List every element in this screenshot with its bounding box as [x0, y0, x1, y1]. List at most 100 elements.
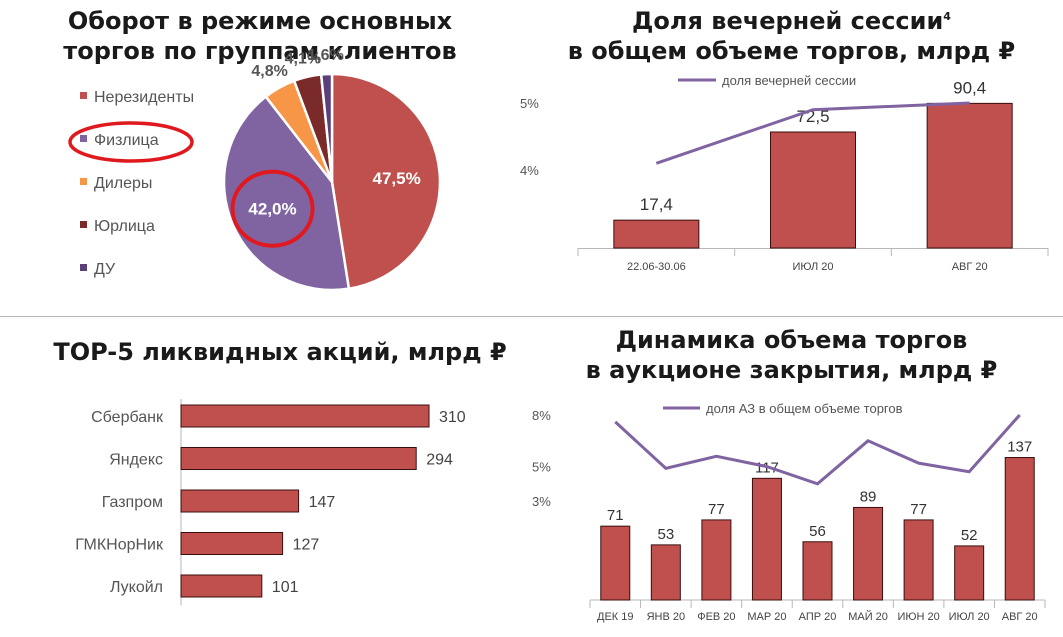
closing-share-line [614, 414, 1021, 486]
pie-slice [330, 72, 442, 291]
legend-swatch [80, 178, 87, 186]
evening-value-label: 90,4 [953, 78, 986, 97]
evening-bar [613, 219, 700, 249]
closing-value-label: 52 [961, 527, 978, 544]
closing-x-tick: ИЮЛ 20 [949, 611, 990, 623]
closing-bar [802, 541, 833, 601]
evening-title: Доля вечерней сессии4 в общем объеме тор… [520, 6, 1063, 66]
top5-bar [180, 489, 300, 513]
top5-category-label: Лукойл [110, 579, 163, 596]
evening-share-line [655, 101, 970, 165]
closing-x-tick: ФЕВ 20 [697, 611, 735, 623]
closing-legend-label: доля АЗ в общем объеме торгов [706, 401, 903, 416]
clients-pie-chart: 47,5% 42,0% 4,8%4,1%1,6% [68, 47, 442, 292]
closing-x-tick: МАЙ 20 [848, 610, 888, 623]
clients-title-line-1: Оборот в режиме основных [67, 7, 453, 35]
legend-label: Дилеры [94, 175, 153, 192]
closing-bar [853, 506, 884, 601]
top5-bar [180, 447, 417, 470]
legend-label: Юрлица [94, 218, 155, 235]
closing-bar [701, 519, 732, 601]
closing-x-tick: ЯНВ 20 [647, 611, 686, 623]
legend-label: Физлица [94, 132, 159, 149]
evening-title-line-1: Доля вечерней сессии4 [520, 6, 1063, 36]
closing-x-tick: АВГ 20 [1002, 611, 1038, 623]
legend-swatch [80, 264, 87, 272]
legend-item-trust-management: ДУ [80, 260, 115, 280]
top5-category-label: Сбербанк [91, 409, 164, 426]
top5-panel: TOP-5 ликвидных акций, млрд ₽ Сбербанк 31… [0, 317, 520, 637]
closing-chart: доля АЗ в общем объеме торгов 8% 5% 3% 71 ДЕК… [532, 401, 1046, 623]
top5-bar [180, 404, 430, 428]
evening-bar [770, 131, 856, 249]
closing-title: Динамика объема торгов в аукционе закрыт… [520, 325, 1063, 385]
evening-legend-label: доля вечерней сессии [722, 73, 856, 88]
closing-bar [751, 477, 782, 601]
pie-data-label: 1,6% [307, 47, 343, 64]
legend-label: Нерезиденты [94, 89, 195, 106]
closing-bar [1004, 457, 1035, 601]
evening-x-tick: ИЮЛ 20 [792, 261, 833, 273]
pie-data-label: 4,8% [251, 63, 287, 80]
clients-title-line-2: торгов по группам клиентов [63, 37, 457, 65]
closing-value-label: 89 [860, 488, 877, 505]
top5-value-label: 310 [439, 409, 466, 426]
legend-swatch [80, 92, 87, 100]
top5-chart: Сбербанк 310 Яндекс 294 Газпром 147 ГМКНорНик 1… [75, 399, 466, 606]
top5-value-label: 101 [272, 579, 299, 596]
top5-bar [180, 532, 284, 555]
closing-title-line-1: Динамика объема торгов [615, 326, 968, 354]
closing-bar [903, 519, 934, 601]
closing-value-label: 137 [1007, 439, 1032, 456]
evening-bar [926, 102, 1013, 249]
legend-item-individuals: Физлица [80, 131, 159, 151]
evening-panel: Доля вечерней сессии4 в общем объеме тор… [520, 0, 1063, 316]
evening-x-tick: АВГ 20 [952, 261, 988, 273]
legend-item-nonresidents: Нерезиденты [80, 88, 194, 108]
top5-value-label: 147 [309, 494, 336, 511]
evening-x-tick: 22.06-30.06 [627, 261, 686, 273]
legend-swatch [80, 221, 87, 229]
top5-title: TOP-5 ликвидных акций, млрд ₽ [53, 338, 507, 366]
closing-value-label: 77 [910, 501, 927, 518]
closing-value-label: 53 [657, 526, 674, 543]
closing-x-tick: ИЮН 20 [897, 611, 939, 623]
evening-title-line-2: в общем объеме торгов, млрд ₽ [567, 37, 1016, 65]
clients-panel: Оборот в режиме основных торгов по групп… [0, 0, 520, 316]
highlight-ring-legend [68, 121, 194, 163]
evening-title-text: Доля вечерней сессии [632, 7, 944, 35]
legend-swatch [80, 135, 87, 143]
top5-bar [180, 574, 263, 598]
divider-horizontal [0, 316, 1063, 317]
closing-y2-tick: 8% [532, 408, 551, 423]
legend-item-legal-entities: Юрлица [80, 217, 155, 237]
legend-item-dealers: Дилеры [80, 174, 152, 194]
closing-x-tick: МАР 20 [747, 611, 786, 623]
evening-y2-tick: 4% [520, 163, 539, 178]
closing-bar [600, 525, 631, 601]
pie-data-label: 4,1% [285, 50, 321, 67]
pie-slice [319, 72, 334, 183]
footnote-marker: 4 [943, 10, 951, 23]
evening-value-label: 17,4 [640, 195, 673, 214]
closing-panel: Динамика объема торгов в аукционе закрыт… [520, 317, 1063, 637]
closing-x-tick: АПР 20 [799, 611, 837, 623]
top5-category-label: ГМКНорНик [75, 537, 164, 554]
closing-x-tick: ДЕК 19 [597, 611, 634, 623]
closing-bar [954, 545, 985, 601]
evening-chart: доля вечерней сессии5%4%17,422.06-30.067… [520, 73, 1049, 273]
pie-data-label: 47,5% [372, 169, 420, 188]
closing-value-label: 56 [809, 523, 826, 540]
top5-value-label: 127 [293, 537, 320, 554]
closing-y2-tick: 3% [532, 494, 551, 509]
legend-label: ДУ [94, 261, 116, 278]
top5-value-label: 294 [426, 452, 453, 469]
closing-bar [650, 544, 681, 601]
top5-category-label: Газпром [102, 494, 163, 511]
closing-value-label: 71 [607, 507, 624, 524]
closing-title-line-2: в аукционе закрытия, млрд ₽ [585, 356, 998, 384]
highlight-ring-slice [230, 169, 315, 248]
evening-y2-tick: 5% [520, 96, 539, 111]
closing-value-label: 77 [708, 501, 725, 518]
top5-category-label: Яндекс [109, 452, 163, 469]
